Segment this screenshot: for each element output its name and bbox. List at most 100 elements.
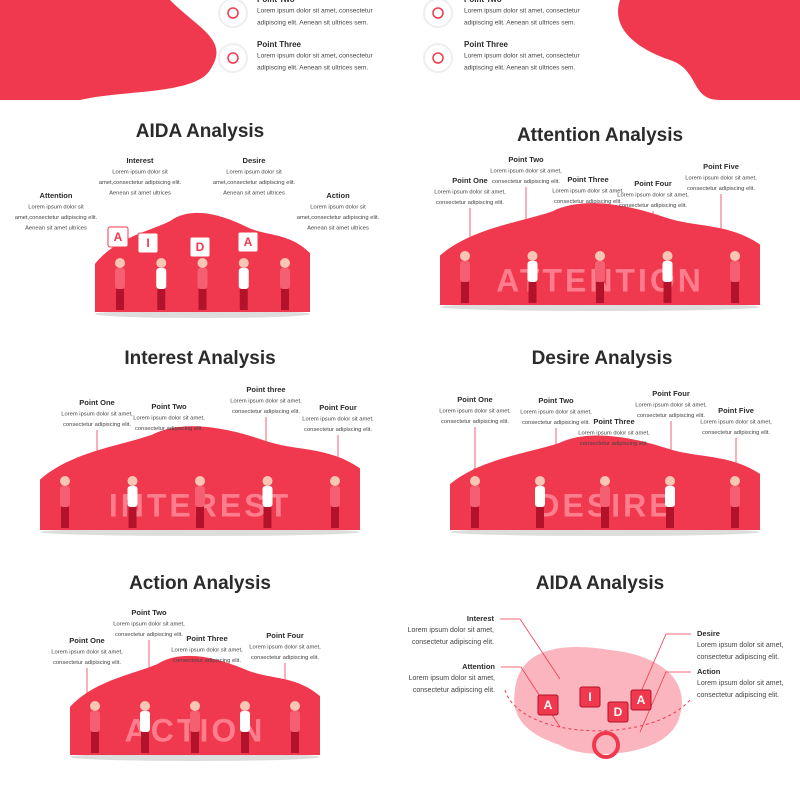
point-text: Lorem ipsum dolor sit amet, consectetur bbox=[464, 53, 580, 60]
figure-body bbox=[262, 486, 273, 507]
figure-head bbox=[595, 251, 605, 261]
figure-head bbox=[460, 251, 470, 261]
point-text: Lorem ipsum dolor sit amet, bbox=[520, 410, 592, 416]
icon bbox=[432, 52, 444, 64]
figure-head bbox=[330, 476, 340, 486]
point-label: Point Two bbox=[257, 0, 295, 4]
point-text: Lorem ipsum dolor sit bbox=[226, 170, 282, 176]
figure-legs bbox=[281, 288, 289, 310]
point-label: Point One bbox=[69, 636, 104, 645]
point-text: consectetur adipiscing elit. bbox=[619, 203, 687, 209]
figure-body bbox=[156, 268, 167, 289]
point-text: Lorem ipsum dolor sit amet, bbox=[133, 416, 205, 422]
point-label: Desire bbox=[697, 629, 720, 638]
top-right-shape bbox=[618, 0, 800, 100]
point-text: Lorem ipsum dolor sit amet, bbox=[302, 417, 374, 423]
point-text: consectetur adipiscing elit. bbox=[637, 413, 705, 419]
point-label: Point Three bbox=[186, 634, 227, 643]
figure-head bbox=[600, 476, 610, 486]
figure-body bbox=[238, 268, 249, 289]
figure-body bbox=[240, 711, 250, 732]
figure-legs bbox=[91, 731, 99, 753]
letter-block bbox=[607, 701, 629, 723]
point-label: Point Four bbox=[652, 389, 690, 398]
point-label: Point One bbox=[457, 395, 492, 404]
point-text: consectetur adipiscing elit. bbox=[173, 658, 241, 664]
figure-head bbox=[262, 476, 273, 486]
point-text: amet,consectetur adipiscing elit. bbox=[15, 215, 98, 221]
point-text: Lorem ipsum dolor sit amet, consectetur bbox=[464, 8, 580, 15]
figure-body bbox=[460, 261, 470, 282]
figure-legs bbox=[536, 506, 544, 528]
point-text: consectetur adipiscing elit. bbox=[702, 430, 770, 436]
leader-dot bbox=[734, 468, 738, 472]
figure-body bbox=[730, 261, 740, 282]
point-text: consectetur adipiscing elit. bbox=[413, 687, 495, 694]
point-text: consectetur adipiscing elit. bbox=[492, 179, 560, 185]
top-left-shape bbox=[0, 0, 217, 100]
point-text: Lorem ipsum dolor sit amet, bbox=[230, 399, 302, 405]
figure-head bbox=[190, 701, 200, 711]
figure-body bbox=[330, 486, 340, 507]
point-text: consectetur adipiscing elit. bbox=[251, 655, 319, 661]
point-label: Point three bbox=[246, 385, 285, 394]
figure-legs bbox=[331, 506, 339, 528]
figure-head bbox=[290, 701, 300, 711]
point-text: Aenean sit amet ultrices bbox=[223, 191, 285, 197]
point-text: adipiscing elit. Aenean sit ultrices sem… bbox=[464, 20, 575, 27]
figure-head bbox=[197, 258, 208, 268]
point-text: Lorem ipsum dolor sit amet, bbox=[249, 645, 321, 651]
figure-body bbox=[190, 711, 200, 732]
leader bbox=[639, 671, 691, 733]
point-text: amet,consectetur adipiscing elit. bbox=[213, 180, 296, 186]
letter-block bbox=[137, 232, 159, 254]
figure-legs bbox=[663, 281, 672, 303]
point-text: Lorem ipsum dolor sit bbox=[28, 205, 84, 211]
slide-title: Desire Analysis bbox=[532, 348, 673, 369]
figure-legs bbox=[731, 281, 739, 303]
letter: D bbox=[196, 240, 205, 254]
figure-head bbox=[665, 476, 675, 486]
point-label: Point Five bbox=[718, 406, 754, 415]
point-text: Lorem ipsum dolor sit amet, bbox=[409, 675, 495, 682]
point-text: consectetur adipiscing elit. bbox=[580, 441, 648, 447]
figure-body bbox=[595, 261, 605, 282]
point-text: Lorem ipsum dolor sit amet, bbox=[408, 627, 494, 634]
point-text: consectetur adipiscing elit. bbox=[436, 200, 504, 206]
figure-body bbox=[90, 711, 100, 732]
figure-legs bbox=[198, 288, 207, 310]
gear bbox=[592, 731, 620, 759]
figure-body bbox=[127, 486, 138, 507]
point-label: Action bbox=[326, 191, 350, 200]
figure-legs bbox=[596, 281, 604, 303]
point-label: Desire bbox=[243, 156, 266, 165]
letter-block bbox=[107, 226, 129, 248]
leader-dot bbox=[651, 243, 655, 247]
leader-dot bbox=[167, 468, 171, 472]
point-label: Point One bbox=[79, 398, 114, 407]
leader-dot bbox=[669, 468, 673, 472]
figure-head bbox=[90, 701, 100, 711]
letter-block bbox=[537, 694, 559, 716]
point-text: consectetur adipiscing elit. bbox=[53, 660, 121, 666]
point-text: adipiscing elit. Aenean sit ultrices sem… bbox=[257, 20, 368, 27]
icon-circle bbox=[218, 43, 248, 73]
icon bbox=[227, 52, 239, 64]
letter-block bbox=[630, 689, 652, 711]
figure-legs bbox=[191, 731, 199, 753]
letter: A bbox=[244, 235, 253, 249]
point-text: Lorem ipsum dolor sit amet, bbox=[700, 420, 772, 426]
point-text: Aenean sit amet ultrices bbox=[25, 226, 87, 232]
figure-body bbox=[115, 268, 125, 289]
slide-title: AIDA Analysis bbox=[536, 573, 664, 594]
figure-body bbox=[140, 711, 150, 732]
point-text: Aenean sit amet ultrices bbox=[307, 226, 369, 232]
letter-block bbox=[237, 231, 259, 253]
letter: I bbox=[588, 690, 591, 704]
figure-head bbox=[127, 476, 138, 486]
figure-body bbox=[197, 268, 208, 289]
point-label: Action bbox=[697, 667, 721, 676]
figure-body bbox=[527, 261, 538, 282]
point-text: consectetur adipiscing elit. bbox=[522, 420, 590, 426]
